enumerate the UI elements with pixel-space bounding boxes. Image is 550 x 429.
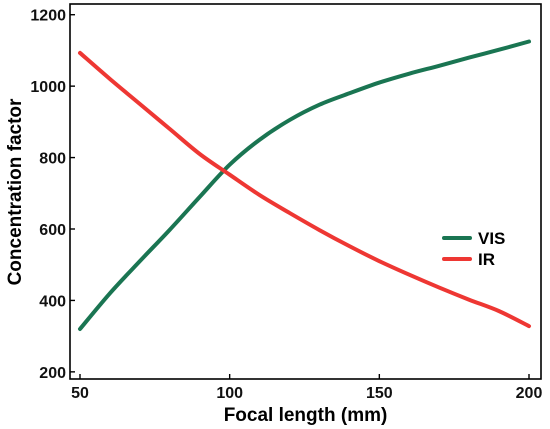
series-line-vis — [78, 39, 531, 331]
x-axis-label: Focal length (mm) — [224, 405, 388, 426]
y-tick-label: 600 — [39, 222, 66, 239]
legend: VIS IR — [442, 229, 505, 269]
x-tick-label: 100 — [216, 385, 243, 402]
legend-label-ir: IR — [478, 250, 495, 269]
series-layer — [78, 39, 531, 331]
ticks-layer: 50 100 150 200 200 400 600 800 1000 1200 — [30, 8, 542, 402]
x-tick-label: 50 — [71, 385, 89, 402]
y-tick-label: 1000 — [30, 79, 66, 96]
x-tick-label: 200 — [516, 385, 543, 402]
y-tick-label: 200 — [39, 365, 66, 382]
y-tick-label: 400 — [39, 293, 66, 310]
plot-frame — [69, 3, 542, 380]
y-tick-label: 800 — [39, 151, 66, 168]
legend-label-vis: VIS — [478, 229, 505, 248]
y-tick-label: 1200 — [30, 8, 66, 25]
x-tick-label: 150 — [366, 385, 393, 402]
series-line-ir — [78, 50, 531, 329]
y-axis-label: Concentration factor — [5, 98, 26, 285]
